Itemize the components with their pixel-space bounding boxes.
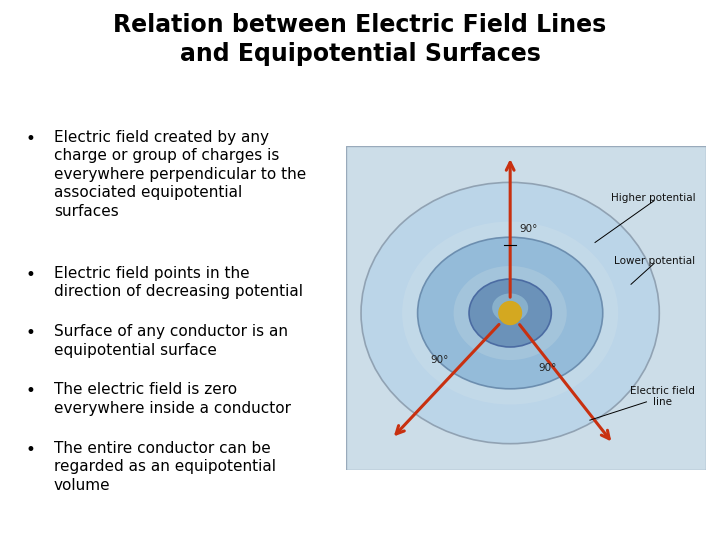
Circle shape	[499, 301, 521, 325]
Ellipse shape	[402, 221, 618, 404]
Text: The electric field is zero
everywhere inside a conductor: The electric field is zero everywhere in…	[54, 382, 291, 416]
Text: Surface of any conductor is an
equipotential surface: Surface of any conductor is an equipoten…	[54, 324, 288, 357]
Text: 90°: 90°	[539, 362, 557, 373]
Text: Electric field points in the
direction of decreasing potential: Electric field points in the direction o…	[54, 266, 303, 299]
Ellipse shape	[469, 279, 552, 347]
Text: •: •	[25, 266, 35, 284]
Text: 90°: 90°	[519, 224, 538, 234]
Text: •: •	[25, 324, 35, 342]
FancyBboxPatch shape	[346, 146, 706, 470]
Text: The entire conductor can be
regarded as an equipotential
volume: The entire conductor can be regarded as …	[54, 441, 276, 493]
Ellipse shape	[361, 183, 660, 444]
Text: Lower potential: Lower potential	[614, 256, 696, 266]
Text: Electric field
line: Electric field line	[631, 386, 696, 408]
Text: Relation between Electric Field Lines
and Equipotential Surfaces: Relation between Electric Field Lines an…	[113, 14, 607, 66]
Text: •: •	[25, 441, 35, 458]
Text: Electric field created by any
charge or group of charges is
everywhere perpendic: Electric field created by any charge or …	[54, 130, 306, 219]
Ellipse shape	[418, 237, 603, 389]
Ellipse shape	[492, 293, 528, 322]
Text: Higher potential: Higher potential	[611, 193, 696, 203]
Text: •: •	[25, 382, 35, 400]
Ellipse shape	[454, 266, 567, 360]
Text: 90°: 90°	[431, 355, 449, 365]
Text: •: •	[25, 130, 35, 147]
